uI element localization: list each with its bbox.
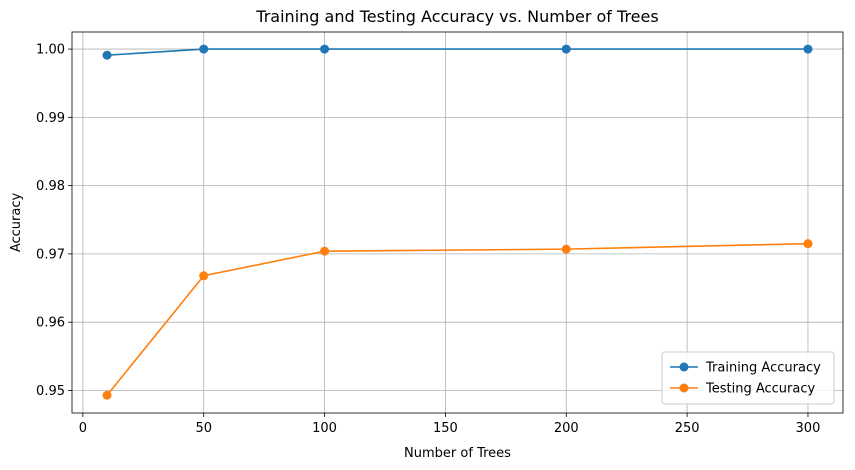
x-tick-label: 150	[433, 421, 458, 436]
data-point	[199, 271, 209, 281]
y-tick-label: 0.95	[36, 384, 65, 399]
x-tick-label: 0	[79, 421, 87, 436]
data-point	[199, 44, 209, 54]
y-tick-label: 1.00	[36, 43, 65, 58]
data-point	[320, 44, 330, 54]
chart-title: Training and Testing Accuracy vs. Number…	[255, 7, 658, 26]
series-testing-accuracy	[102, 239, 813, 400]
y-tick-label: 0.98	[36, 179, 65, 194]
x-tick-label: 250	[675, 421, 700, 436]
axes: 0 50 100 150 200 250 300 0.95 0.96 0.97 0.98 0.99 1.…	[36, 31, 844, 436]
legend-marker	[679, 383, 689, 393]
legend: Training Accuracy Testing Accuracy	[661, 351, 835, 405]
legend-item: Training Accuracy	[670, 361, 821, 376]
y-tick-label: 0.99	[36, 111, 65, 126]
series-training-accuracy	[102, 44, 813, 60]
data-point	[102, 390, 112, 400]
data-point	[102, 50, 112, 60]
x-tick-label: 100	[312, 421, 337, 436]
series-line	[106, 48, 808, 57]
data-point	[803, 44, 813, 54]
x-axis-label: Number of Trees	[404, 446, 511, 461]
x-tick-label: 50	[195, 421, 212, 436]
y-tick-label: 0.97	[36, 247, 65, 262]
x-tick-label: 300	[796, 421, 821, 436]
data-point	[803, 239, 813, 249]
x-tick-label: 200	[554, 421, 579, 436]
y-tick-label: 0.96	[36, 316, 65, 331]
legend-marker	[679, 362, 689, 372]
plot-frame	[71, 31, 844, 414]
legend-item: Testing Accuracy	[670, 382, 815, 397]
data-point	[561, 244, 571, 254]
legend-label: Training Accuracy	[705, 361, 821, 376]
data-point	[561, 44, 571, 54]
data-point	[320, 246, 330, 256]
data-series	[102, 44, 813, 400]
y-axis-label: Accuracy	[9, 193, 24, 253]
legend-box	[661, 351, 835, 405]
legend-label: Testing Accuracy	[705, 382, 815, 397]
